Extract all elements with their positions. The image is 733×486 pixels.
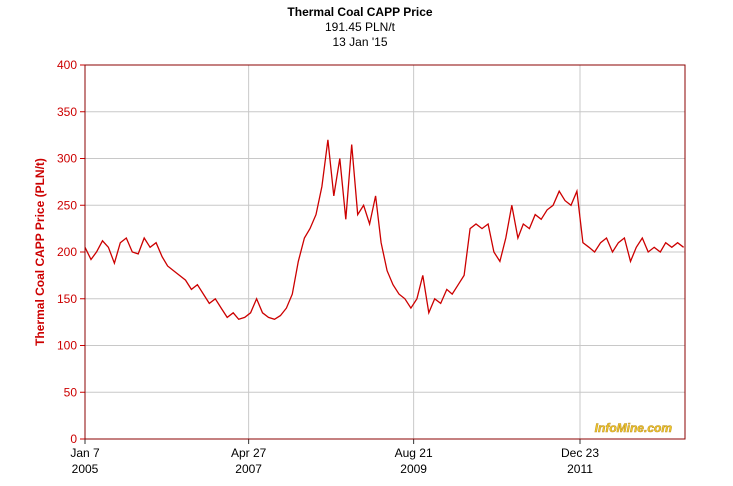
y-tick-label: 300: [57, 152, 77, 166]
date-label: 13 Jan '15: [332, 35, 387, 49]
x-tick-label: Aug 21: [395, 446, 433, 460]
x-tick-label: Dec 23: [561, 446, 599, 460]
y-tick-label: 350: [57, 105, 77, 119]
x-tick-label: Jan 7: [70, 446, 100, 460]
y-tick-label: 200: [57, 245, 77, 259]
chart-subtitle: 191.45 PLN/t: [325, 20, 396, 34]
y-tick-label: 50: [64, 385, 78, 399]
line-series: [84, 139, 684, 321]
y-tick-label: 400: [57, 58, 77, 72]
y-tick-label: 0: [70, 432, 77, 446]
watermark: InfoMine.com: [595, 421, 673, 435]
x-tick-label: 2007: [235, 462, 262, 476]
x-tick-label: 2009: [400, 462, 427, 476]
x-tick-label: 2005: [72, 462, 99, 476]
x-tick-label: 2011: [567, 462, 593, 476]
y-tick-label: 250: [57, 198, 77, 212]
x-tick-label: Apr 27: [231, 446, 267, 460]
y-axis-label: Thermal Coal CAPP Price (PLN/t): [33, 158, 47, 346]
y-tick-label: 100: [57, 339, 77, 353]
chart-title: Thermal Coal CAPP Price: [287, 5, 432, 19]
y-tick-label: 150: [57, 292, 77, 306]
plot-frame: [84, 64, 686, 440]
